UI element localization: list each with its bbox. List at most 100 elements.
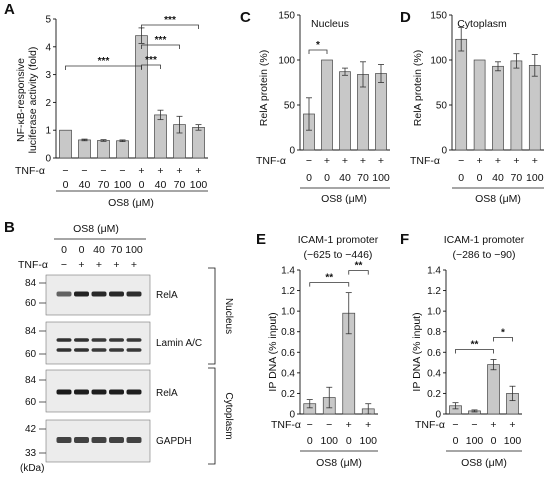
panel-e-os8-value: 100 [320,435,338,447]
panel-label-d: D [400,9,411,26]
blot-band [91,338,107,342]
panel-c-tnf-value: + [360,155,366,167]
panel-label-b: B [4,219,15,236]
panel-f-tnf-value: + [509,419,515,431]
panel-a-bar [97,140,110,159]
panel-f-significance-bracket [455,349,494,354]
blot-os8-value: 40 [93,244,105,256]
panel-a-tnf-row: − − − − + + + + [62,165,201,177]
panel-d-tnf-row: − + + + + [458,155,538,167]
panel-e-y-tick-label: 0.2 [281,389,295,400]
blot-os8-value: 0 [79,244,85,256]
blot-strip-2-membrane [45,321,151,365]
panel-a-bar [154,114,167,159]
blot-band [109,348,124,352]
blot-strip-2-bands [56,338,142,352]
panel-f-tnf-row: − − + + [452,419,515,431]
blot-kda-label: (kDa) [20,463,44,474]
panel-e-tnf-value: + [365,419,371,431]
blot-strip-2: 84 60 Lamin A/C [25,321,202,365]
panel-c-os8-value: 40 [339,172,351,184]
panel-a-os8-value: 40 [79,179,91,191]
panel-d-y-tick-label: 0 [441,146,447,157]
panel-a-ylabel-line2: luciferase activity (fold) [27,47,39,154]
panel-a-significance-bracket [141,24,199,29]
blot-strip-1-marker-bottom: 60 [25,298,37,309]
panel-e-os8-label: OS8 (μM) [316,457,362,469]
blot-strip-3-marker-bottom: 60 [25,397,37,408]
panel-a-tnf-value: + [195,165,201,177]
panel-f-y-tick-label: 0.6 [427,348,441,359]
panel-f-significance-label: * [501,327,505,338]
panel-a-tnf-value: − [62,165,68,177]
panel-a-os8-value: 40 [155,179,167,191]
panel-c-y-tick-label: 50 [284,101,296,112]
panel-a: A NF-κB-responsive luciferase activity (… [4,1,208,209]
blot-strip-2-label: Lamin A/C [156,338,202,349]
panel-e-os8-value: 0 [307,435,313,447]
panel-e-significance-label: ** [355,261,363,272]
blot-band [126,348,142,352]
blot-band [74,291,89,297]
blot-strip-4: 42 33 GAPDH [25,419,192,463]
blot-strip-1-marker-top: 84 [25,278,37,289]
panel-c-significance-bracket [308,49,328,54]
panel-a-y-tick-label: 3 [45,70,51,81]
panel-d-y-tick-label: 150 [430,11,447,22]
panel-e-plot: 0 0.2 0.4 0.6 0.8 1.0 1.2 1.4 ** ** [281,261,378,421]
panel-e-tnf-value: − [307,419,313,431]
panel-f-tnf-value: − [471,419,477,431]
panel-a-y-tick-label: 1 [45,126,51,137]
panel-label-a: A [4,1,15,18]
panel-e-significance-label: ** [325,273,333,284]
panel-f-bar [487,364,500,415]
panel-f-y-tick-label: 0.2 [427,389,441,400]
blot-band [109,291,124,297]
panel-a-significance-label: *** [164,15,176,26]
panel-label-c: C [240,9,251,26]
panel-a-y-tick-label: 4 [45,42,51,53]
blot-strip-2-marker-bottom: 60 [25,349,37,360]
panel-e-subtitle: (−625 to −446) [304,249,373,261]
panel-f: F ICAM-1 promoter (−286 to −90) IP DNA (… [400,231,525,469]
panel-a-bar [78,139,91,159]
blot-band [91,291,107,297]
blot-band [74,338,89,342]
panel-f-significance-label: ** [471,339,479,350]
blot-strip-4-marker-bottom: 33 [25,448,37,459]
panel-c-y-tick-label: 0 [289,146,295,157]
blot-band [126,338,142,342]
blot-tnf-value: + [96,259,102,271]
panel-d-tnf-value: + [532,155,538,167]
panel-e-ylabel: IP DNA (% input) [267,312,279,391]
panel-d-bar [473,59,486,151]
panel-a-tnf-value: + [157,165,163,177]
panel-f-y-tick-label: 0.4 [427,368,441,379]
panel-c-os8-row: 0 0 40 70 100 [306,172,390,184]
blot-band [126,291,142,297]
panel-f-y-tick-label: 1.2 [427,286,441,297]
panel-c-os8-value: 100 [372,172,390,184]
panel-c-bar [339,71,351,151]
panel-a-os8-value: 0 [139,179,145,191]
panel-a-os8-value: 70 [174,179,186,191]
blot-os8-value: 0 [61,244,67,256]
panel-a-tnf-value: + [138,165,144,177]
blot-band [91,389,107,395]
panel-a-significance-label: *** [98,56,110,67]
blot-band [56,291,72,297]
panel-c-os8-label: OS8 (μM) [321,193,367,205]
panel-d-plot: 0 50 100 150 [430,11,544,157]
panel-f-title: ICAM-1 promoter [444,234,525,246]
panel-e-y-tick-label: 0.6 [281,348,295,359]
panel-c-tnf-row: − + + + + [306,155,384,167]
blot-tnf-row: − + + + + [61,259,137,271]
blot-band [126,389,142,395]
panel-c-y-tick-label: 150 [278,11,295,22]
panel-f-subtitle: (−286 to −90) [452,249,515,261]
panel-d-os8-value: 70 [511,172,523,184]
nucleus-fraction-label: Nucleus [223,298,234,334]
panel-a-y-tick-label: 0 [45,154,51,165]
panel-a-bar [59,129,72,159]
blot-band [56,348,72,352]
